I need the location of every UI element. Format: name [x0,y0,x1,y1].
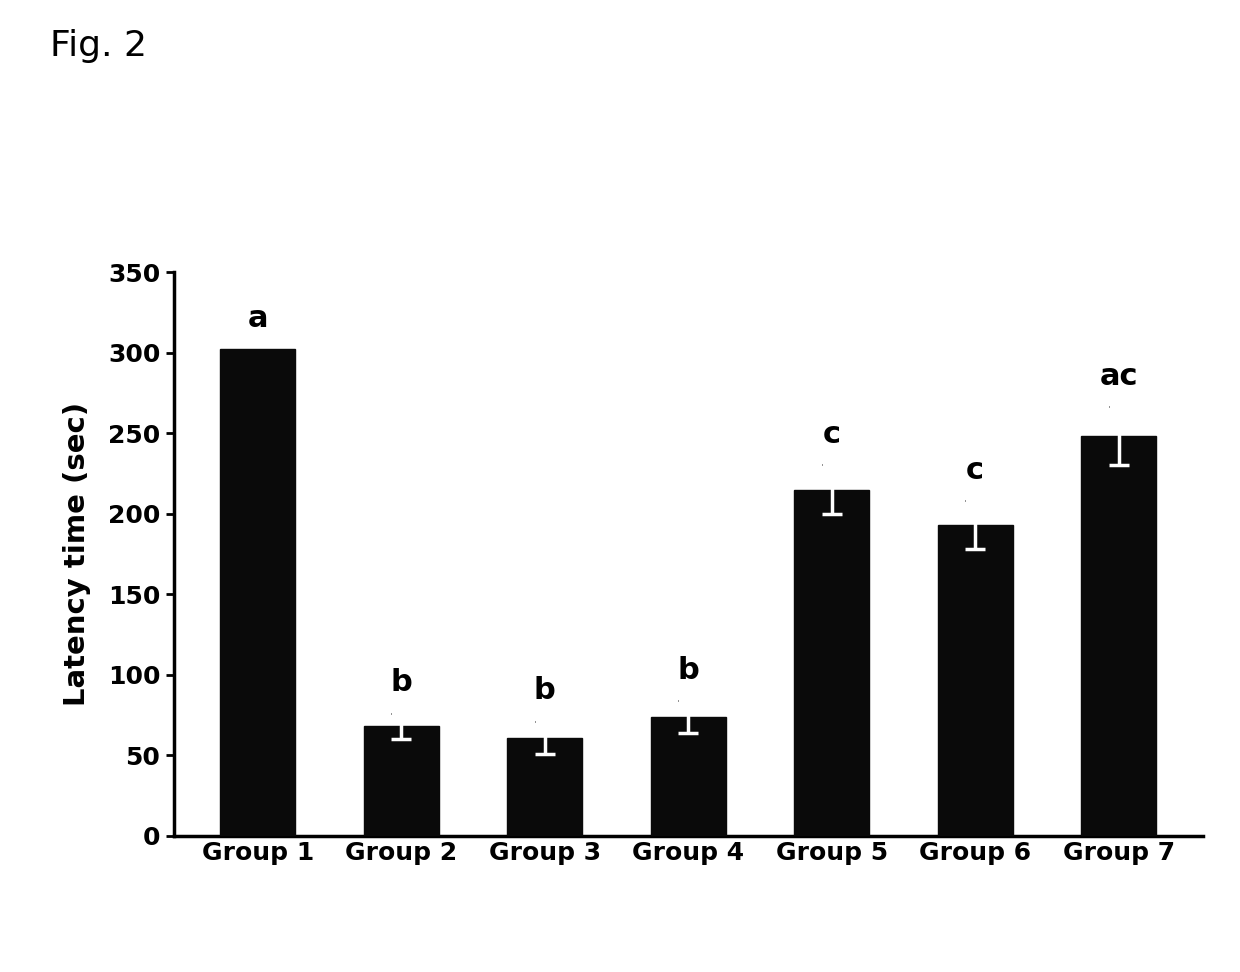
Text: b: b [677,655,699,684]
Bar [221,350,295,836]
Text: ac: ac [1100,363,1138,392]
Bar [795,490,869,836]
Bar [363,726,439,836]
Bar [651,716,725,836]
Bar [1081,436,1156,836]
Text: Fig. 2: Fig. 2 [50,29,146,63]
Text: c: c [966,456,985,485]
Bar [507,738,582,836]
Text: b: b [534,677,556,706]
Text: c: c [822,420,841,449]
Bar [937,525,1013,836]
Text: b: b [391,669,412,697]
Y-axis label: Latency time (sec): Latency time (sec) [63,402,92,706]
Text: a: a [248,304,268,333]
